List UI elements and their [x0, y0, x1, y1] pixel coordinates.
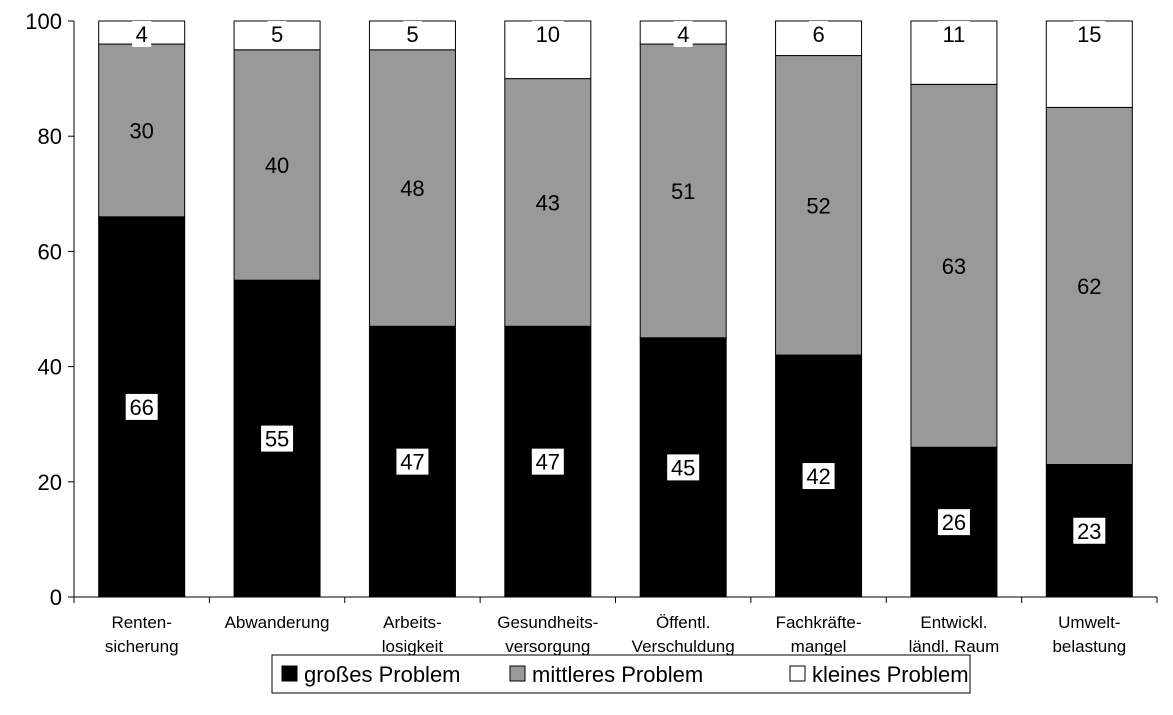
data-label-background	[1073, 21, 1106, 47]
legend-label: kleines Problem	[812, 662, 969, 687]
data-label-background	[396, 448, 429, 475]
data-label: 42	[806, 464, 830, 489]
x-category-label: Verschuldung	[632, 637, 735, 656]
legend-swatch	[789, 665, 806, 682]
data-label: 4	[677, 22, 689, 47]
data-label: 5	[271, 22, 283, 47]
data-label: 43	[536, 190, 560, 215]
data-label: 40	[265, 153, 289, 178]
data-label: 11	[943, 22, 966, 47]
x-category-label: mangel	[791, 637, 847, 656]
data-label-background	[531, 21, 564, 47]
data-label-background	[673, 21, 693, 47]
data-label: 4	[136, 22, 148, 47]
legend-swatch	[281, 665, 298, 682]
data-label-background	[802, 463, 835, 490]
data-label-background	[937, 509, 970, 536]
bar-segment	[639, 43, 727, 339]
data-label: 66	[129, 395, 153, 420]
x-category-label: Entwickl.	[920, 613, 987, 632]
legend-label: großes Problem	[304, 662, 461, 687]
data-label: 51	[671, 179, 695, 204]
x-category-label: Gesundheits-	[497, 613, 598, 632]
data-label-background	[531, 448, 564, 475]
x-category-label: Abwanderung	[225, 613, 330, 632]
data-label: 10	[536, 22, 560, 47]
data-label: 47	[536, 450, 560, 475]
bar-segment	[98, 43, 186, 218]
data-label: 5	[406, 22, 418, 47]
y-tick-label: 80	[38, 124, 62, 149]
data-label: 47	[400, 450, 424, 475]
x-category-label: sicherung	[105, 637, 179, 656]
bar-segment	[233, 49, 321, 281]
data-label: 48	[400, 176, 424, 201]
data-labels: 66 30 4 55 40 5 47 48 5 47 43 10 45 51 4 42 52 6 26 63 11 23 6…	[125, 21, 1106, 544]
data-label-background	[937, 21, 970, 47]
y-tick-label: 60	[38, 239, 62, 264]
data-label-background	[132, 21, 152, 47]
y-axis: 0 20 40 60 80 100	[25, 9, 75, 610]
data-label: 6	[812, 22, 824, 47]
y-tick-label: 100	[25, 9, 62, 34]
x-category-label: Fachkräfte-	[776, 613, 862, 632]
x-category-label: Öffentl.	[656, 613, 711, 632]
data-label-background	[261, 425, 294, 452]
x-axis: Renten-sicherung Abwanderung Arbeits-losig…	[73, 596, 1158, 656]
data-label: 23	[1077, 519, 1101, 544]
x-category-label: losigkeit	[382, 637, 444, 656]
data-label: 15	[1077, 22, 1101, 47]
legend: großes Problem mittleres Problem kleines P…	[271, 654, 971, 694]
x-category-label: versorgung	[505, 637, 590, 656]
bars	[98, 20, 1133, 598]
x-category-label: ländl. Raum	[909, 637, 1000, 656]
bar-segment	[1045, 106, 1133, 466]
x-category-label: Arbeits-	[383, 613, 442, 632]
y-tick-label: 20	[38, 470, 62, 495]
data-label: 45	[671, 455, 695, 480]
data-label: 62	[1077, 274, 1101, 299]
data-label-background	[267, 21, 287, 47]
bar-segment	[504, 78, 592, 327]
y-tick-label: 0	[50, 585, 62, 610]
data-label: 55	[265, 427, 289, 452]
data-label-background	[809, 21, 829, 47]
data-label-background	[1073, 517, 1106, 544]
data-label-background	[125, 393, 158, 420]
data-label: 63	[942, 254, 966, 279]
data-label: 26	[942, 510, 966, 535]
bar-segment	[910, 83, 998, 448]
legend-label: mittleres Problem	[532, 662, 703, 687]
y-tick-label: 40	[38, 355, 62, 380]
legend-swatch	[509, 665, 526, 682]
x-category-label: Umwelt-	[1058, 613, 1120, 632]
bar-segment	[368, 49, 456, 327]
data-label: 30	[129, 118, 153, 143]
bar-segment	[775, 55, 863, 356]
data-label-background	[667, 454, 700, 481]
x-category-label: Renten-	[111, 613, 171, 632]
data-label: 52	[806, 193, 830, 218]
legend-box	[271, 654, 971, 694]
x-category-label: belastung	[1052, 637, 1126, 656]
data-label-background	[402, 21, 422, 47]
